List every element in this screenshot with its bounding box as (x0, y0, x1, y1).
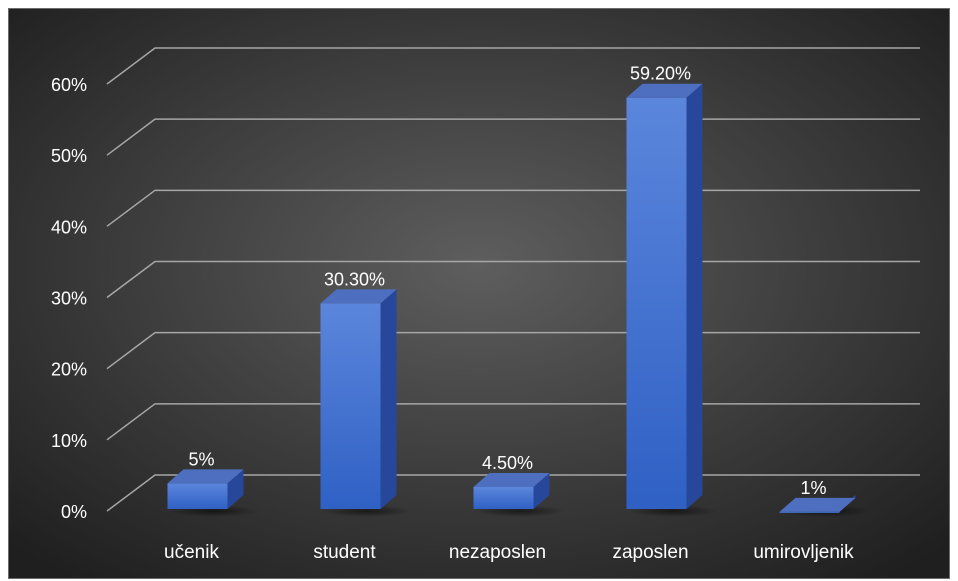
bar-front (167, 483, 228, 509)
bar-side (227, 469, 244, 509)
y-tick-label: 10% (51, 431, 87, 451)
bar-top (320, 289, 397, 304)
y-tick-label: 20% (51, 360, 87, 380)
bar-side (533, 472, 550, 509)
bar-top (779, 497, 856, 512)
bar-top (626, 83, 703, 98)
x-category-label: nezaposlen (449, 542, 546, 563)
chart-frame: 0% 10% 20% 30% 40% 50% 60% 5% 30.30% 4.50% 59.20%… (8, 8, 950, 579)
data-label: 5% (188, 449, 214, 469)
bar-side (380, 289, 397, 509)
bar-front (473, 486, 534, 509)
bar-front (626, 97, 687, 510)
y-tick-label: 60% (51, 75, 87, 95)
bar (320, 289, 412, 517)
data-label: 30.30% (324, 269, 385, 289)
y-axis-ticks: 0% 10% 20% 30% 40% 50% 60% (51, 75, 87, 522)
bar-side (686, 83, 703, 510)
y-tick-label: 40% (51, 217, 87, 237)
y-tick-label: 0% (61, 502, 87, 522)
bar-chart-3d: 0% 10% 20% 30% 40% 50% 60% 5% 30.30% 4.50% 59.20%… (9, 9, 949, 578)
data-label: 59.20% (630, 64, 691, 84)
x-category-label: učenik (164, 542, 219, 563)
y-tick-label: 30% (51, 289, 87, 309)
data-labels: 5% 30.30% 4.50% 59.20% 1% (188, 64, 826, 498)
y-tick-label: 50% (51, 146, 87, 166)
data-label: 1% (800, 478, 826, 498)
bar-front (320, 303, 381, 509)
bar (167, 469, 259, 517)
x-axis-categories: učenik student nezaposlen zaposlen umirovlje… (164, 542, 854, 563)
data-label: 4.50% (482, 453, 533, 473)
bar-front (779, 511, 840, 513)
bar (626, 83, 718, 517)
gridline (106, 47, 920, 85)
bar-top (473, 472, 550, 487)
x-category-label: umirovljenik (753, 542, 854, 563)
bar-top (167, 469, 244, 484)
x-category-label: student (313, 542, 376, 563)
bar (473, 472, 565, 517)
bars (167, 83, 871, 517)
bar (779, 495, 871, 517)
x-category-label: zaposlen (612, 542, 688, 563)
